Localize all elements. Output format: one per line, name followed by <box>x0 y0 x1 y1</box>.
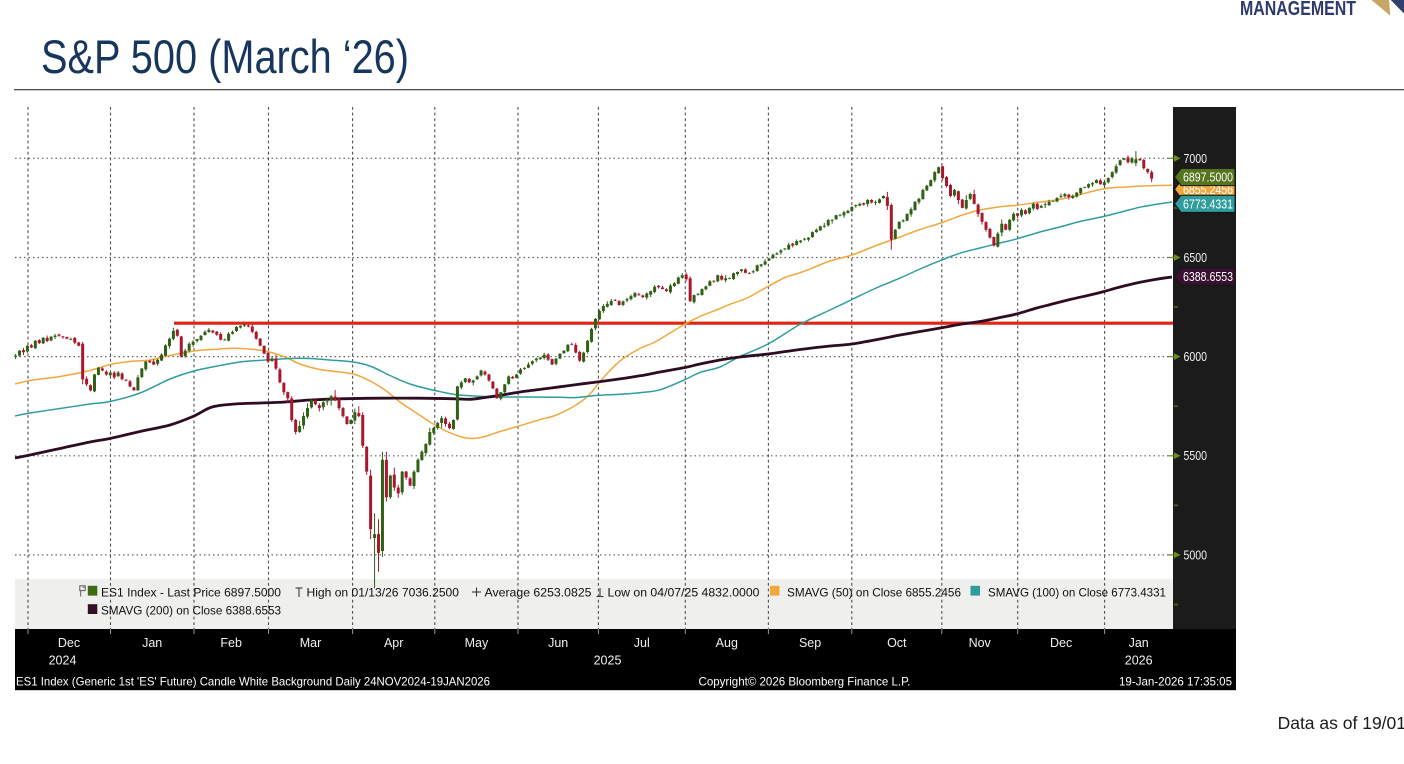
svg-text:SMAVG (200) on Close 6388.65: SMAVG (200) on Close 6388.6553 <box>101 604 281 618</box>
svg-text:5000: 5000 <box>1184 548 1208 562</box>
svg-text:S&P 500 (March ‘26): S&P 500 (March ‘26) <box>41 30 409 83</box>
svg-text:Data as of 19/01: Data as of 19/01 <box>1278 713 1404 733</box>
svg-text:Nov: Nov <box>969 636 992 650</box>
svg-text:Jan: Jan <box>1129 636 1149 650</box>
svg-text:6855.2456: 6855.2456 <box>1183 183 1233 197</box>
svg-text:6000: 6000 <box>1184 350 1208 364</box>
svg-text:5500: 5500 <box>1184 449 1208 463</box>
svg-text:Oct: Oct <box>887 636 907 650</box>
svg-text:Feb: Feb <box>220 636 242 650</box>
svg-text:ES1 Index (Generic 1st 'ES' Fu: ES1 Index (Generic 1st 'ES' Future) Cand… <box>16 675 490 689</box>
svg-text:SMAVG (100) on Close 6773.43: SMAVG (100) on Close 6773.4331 <box>988 586 1166 600</box>
svg-text:Average 6253.0825: Average 6253.0825 <box>485 586 592 600</box>
svg-text:2024: 2024 <box>49 654 77 668</box>
svg-text:Aug: Aug <box>716 636 738 650</box>
svg-text:High on 01/13/26 7036.2500: High on 01/13/26 7036.2500 <box>307 586 460 600</box>
svg-text:Apr: Apr <box>384 636 403 650</box>
svg-text:Dec: Dec <box>1050 636 1072 650</box>
svg-text:Jan: Jan <box>142 636 162 650</box>
svg-text:Jun: Jun <box>548 636 568 650</box>
svg-text:MANAGEMENT: MANAGEMENT <box>1240 0 1356 20</box>
svg-text:Dec: Dec <box>58 636 80 650</box>
svg-text:2025: 2025 <box>594 654 622 668</box>
svg-text:SMAVG (50) on Close 6855.245: SMAVG (50) on Close 6855.2456 <box>787 586 961 600</box>
svg-text:19-Jan-2026 17:35:05: 19-Jan-2026 17:35:05 <box>1119 675 1232 689</box>
svg-text:Low on 04/07/25 4832.0000: Low on 04/07/25 4832.0000 <box>608 586 760 600</box>
svg-text:Sep: Sep <box>799 636 821 650</box>
svg-text:2026: 2026 <box>1125 654 1153 668</box>
svg-text:6897.5000: 6897.5000 <box>1183 171 1233 185</box>
svg-text:6773.4331: 6773.4331 <box>1183 197 1233 211</box>
svg-text:Copyright© 2026 Bloomberg Fina: Copyright© 2026 Bloomberg Finance L.P. <box>699 675 911 689</box>
svg-text:6388.6553: 6388.6553 <box>1183 270 1233 284</box>
svg-text:Mar: Mar <box>300 636 322 650</box>
svg-text:May: May <box>465 636 489 650</box>
svg-text:ES1 Index - Last Price 6897.5: ES1 Index - Last Price 6897.5000 <box>101 586 281 600</box>
svg-text:6500: 6500 <box>1184 251 1208 265</box>
svg-text:Jul: Jul <box>634 636 650 650</box>
svg-text:7000: 7000 <box>1184 152 1208 166</box>
